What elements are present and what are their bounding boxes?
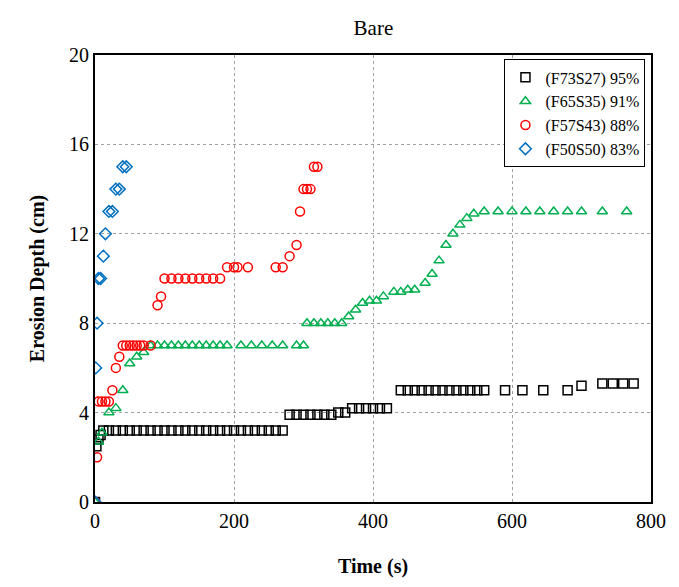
svg-text:Time (s): Time (s) (338, 555, 408, 578)
svg-text:16: 16 (69, 133, 89, 155)
svg-text:(F57S43) 88%: (F57S43) 88% (545, 117, 639, 135)
svg-text:(F65S35) 91%: (F65S35) 91% (545, 93, 639, 111)
svg-text:(F73S27) 95%: (F73S27) 95% (545, 70, 639, 88)
svg-text:0: 0 (90, 510, 100, 532)
svg-text:0: 0 (79, 491, 89, 513)
svg-text:800: 800 (636, 510, 666, 532)
svg-text:Bare: Bare (354, 16, 394, 40)
svg-text:20: 20 (69, 44, 89, 66)
svg-text:400: 400 (358, 510, 388, 532)
svg-text:12: 12 (69, 223, 89, 245)
svg-text:4: 4 (79, 402, 89, 424)
svg-text:(F50S50) 83%: (F50S50) 83% (545, 141, 639, 159)
svg-text:200: 200 (219, 510, 249, 532)
svg-text:600: 600 (497, 510, 527, 532)
svg-text:8: 8 (79, 312, 89, 334)
svg-text:Erosion Depth (cm): Erosion Depth (cm) (26, 195, 49, 362)
